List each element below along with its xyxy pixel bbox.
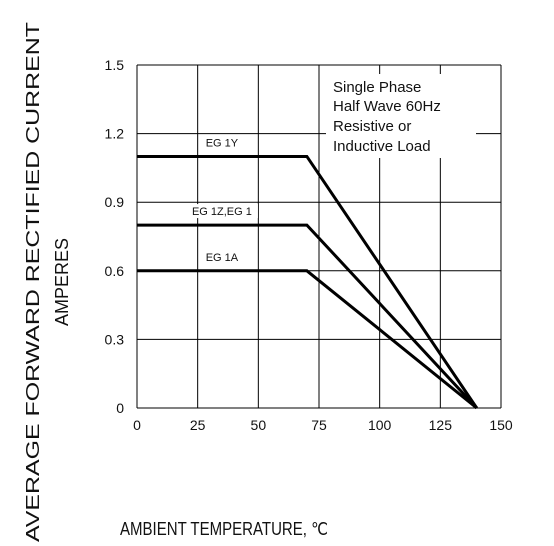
y-tick-label: 1.5 xyxy=(105,57,125,73)
series-labels: EG 1Y EG 1Z,EG 1 EG 1A xyxy=(185,135,258,264)
y-tick-label: 0 xyxy=(116,400,124,416)
series-label: EG 1Z,EG 1 xyxy=(192,206,252,218)
x-tick-labels: 0 25 50 75 100 125 150 xyxy=(133,417,513,433)
x-tick-label: 50 xyxy=(251,417,267,433)
y-axis-title-line-1: AVERAGE FORWARD RECTIFIED CURRENT xyxy=(23,22,43,542)
x-tick-label: 0 xyxy=(133,417,141,433)
series-label-background xyxy=(199,135,245,150)
series-line xyxy=(137,223,478,410)
grid-lines xyxy=(136,64,502,409)
annotation-line-1: Single Phase xyxy=(333,79,421,96)
y-tick-label: 0.6 xyxy=(105,263,125,279)
annotation-background xyxy=(326,74,476,158)
series-label-background xyxy=(185,204,258,219)
annotation-line-2: Half Wave 60Hz xyxy=(333,98,441,115)
x-tick-label: 75 xyxy=(311,417,327,433)
series-label: EG 1A xyxy=(206,252,239,264)
series-lines xyxy=(137,154,478,410)
y-tick-label: 0.3 xyxy=(105,331,125,347)
series-line xyxy=(137,154,478,409)
x-tick-label: 100 xyxy=(368,417,392,433)
y-tick-labels: 0 0.3 0.6 0.9 1.2 1.5 xyxy=(105,57,125,416)
annotation-line-3: Resistive or xyxy=(333,118,411,135)
annotation-line-4: Inductive Load xyxy=(333,138,431,155)
series-line xyxy=(137,269,478,410)
x-axis-title: AMBIENT TEMPERATURE, ℃ xyxy=(120,519,328,539)
x-tick-label: 25 xyxy=(190,417,206,433)
series-label-background xyxy=(199,249,245,264)
x-tick-label: 125 xyxy=(429,417,453,433)
y-tick-label: 0.9 xyxy=(105,194,125,210)
y-tick-label: 1.2 xyxy=(105,126,125,142)
y-axis-title-line-2: AMPERES xyxy=(52,238,72,326)
x-tick-label: 150 xyxy=(489,417,513,433)
series-label: EG 1Y xyxy=(206,137,239,149)
